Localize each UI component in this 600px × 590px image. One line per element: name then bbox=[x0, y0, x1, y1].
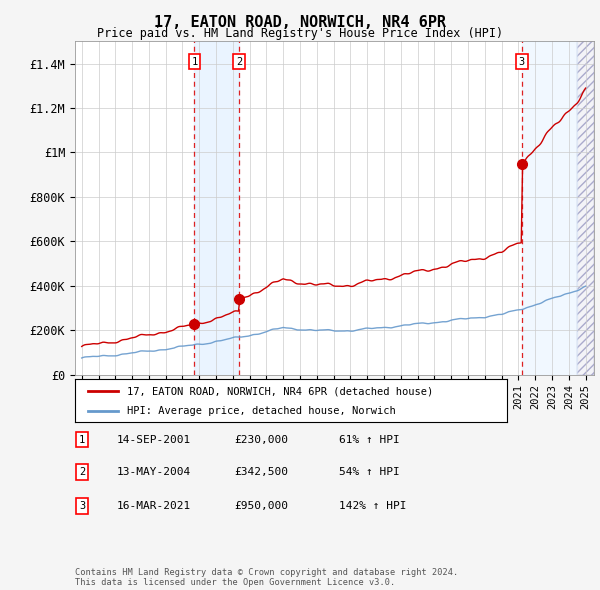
Text: £342,500: £342,500 bbox=[234, 467, 288, 477]
Text: 142% ↑ HPI: 142% ↑ HPI bbox=[339, 501, 407, 510]
Text: £950,000: £950,000 bbox=[234, 501, 288, 510]
Text: 2: 2 bbox=[236, 57, 242, 67]
Text: 17, EATON ROAD, NORWICH, NR4 6PR: 17, EATON ROAD, NORWICH, NR4 6PR bbox=[154, 15, 446, 30]
Text: 54% ↑ HPI: 54% ↑ HPI bbox=[339, 467, 400, 477]
Text: 1: 1 bbox=[79, 435, 85, 444]
Text: 61% ↑ HPI: 61% ↑ HPI bbox=[339, 435, 400, 444]
Bar bbox=[577, 41, 594, 375]
Text: 1: 1 bbox=[191, 57, 197, 67]
Text: Price paid vs. HM Land Registry's House Price Index (HPI): Price paid vs. HM Land Registry's House … bbox=[97, 27, 503, 40]
Text: 16-MAR-2021: 16-MAR-2021 bbox=[117, 501, 191, 510]
Text: 3: 3 bbox=[79, 501, 85, 510]
Bar bbox=[194, 41, 239, 375]
Text: HPI: Average price, detached house, Norwich: HPI: Average price, detached house, Norw… bbox=[127, 407, 395, 416]
Text: 14-SEP-2001: 14-SEP-2001 bbox=[117, 435, 191, 444]
Text: £230,000: £230,000 bbox=[234, 435, 288, 444]
Text: 2: 2 bbox=[79, 467, 85, 477]
Text: 3: 3 bbox=[519, 57, 525, 67]
Bar bbox=[577, 41, 594, 375]
Bar bbox=[522, 41, 577, 375]
Text: Contains HM Land Registry data © Crown copyright and database right 2024.
This d: Contains HM Land Registry data © Crown c… bbox=[75, 568, 458, 587]
Text: 17, EATON ROAD, NORWICH, NR4 6PR (detached house): 17, EATON ROAD, NORWICH, NR4 6PR (detach… bbox=[127, 386, 433, 396]
Text: 13-MAY-2004: 13-MAY-2004 bbox=[117, 467, 191, 477]
